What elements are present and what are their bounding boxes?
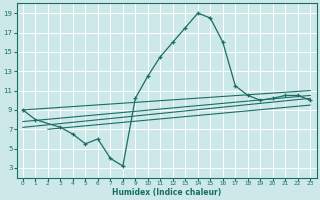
- X-axis label: Humidex (Indice chaleur): Humidex (Indice chaleur): [112, 188, 221, 197]
